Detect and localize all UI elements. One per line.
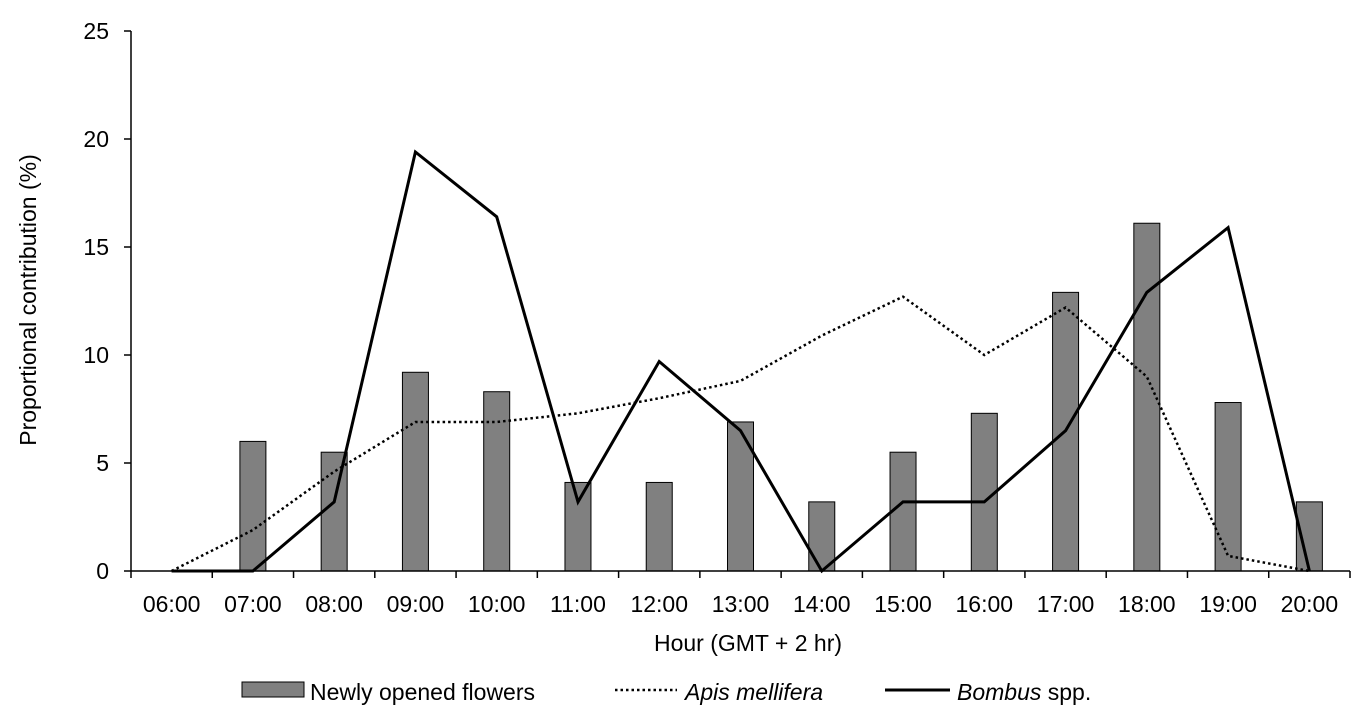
bar-0700 bbox=[239, 440, 267, 572]
x-tick-label-1800: 18:00 bbox=[1118, 591, 1176, 617]
y-tick-label-25: 25 bbox=[83, 18, 109, 44]
x-tick-label-1300: 13:00 bbox=[712, 591, 770, 617]
x-tick-label-0600: 06:00 bbox=[143, 591, 201, 617]
legend-label-bombus: Bombus spp. bbox=[957, 679, 1091, 705]
bar-1400 bbox=[808, 501, 836, 572]
bar-0800 bbox=[320, 451, 348, 572]
series-line-apis-mellifera bbox=[171, 295, 1310, 573]
x-axis-title: Hour (GMT + 2 hr) bbox=[654, 630, 842, 656]
x-tick-label-1000: 10:00 bbox=[468, 591, 526, 617]
y-tick-label-20: 20 bbox=[83, 126, 109, 152]
legend-swatch-bar bbox=[241, 681, 305, 698]
bar-1200 bbox=[645, 481, 673, 572]
bar-series bbox=[239, 222, 1323, 572]
x-tick-label-1600: 16:00 bbox=[956, 591, 1014, 617]
legend-label-apis: Apis mellifera bbox=[683, 679, 823, 705]
y-tick-label-0: 0 bbox=[96, 558, 109, 584]
bar-1100 bbox=[564, 481, 592, 572]
bar-0900 bbox=[401, 371, 429, 572]
x-tick-label-2000: 20:00 bbox=[1281, 591, 1339, 617]
x-tick-label-1500: 15:00 bbox=[874, 591, 932, 617]
x-tick-label-1700: 17:00 bbox=[1037, 591, 1095, 617]
bar-1800 bbox=[1133, 222, 1161, 572]
x-tick-label-0900: 09:00 bbox=[387, 591, 445, 617]
legend-label-bar: Newly opened flowers bbox=[310, 679, 535, 705]
x-tick-label-0700: 07:00 bbox=[224, 591, 282, 617]
line-series bbox=[171, 149, 1311, 574]
x-tick-label-1200: 12:00 bbox=[630, 591, 688, 617]
series-line-bombus-spp bbox=[171, 149, 1311, 574]
bar-1900 bbox=[1214, 402, 1242, 572]
legend-label-bombus-suffix: spp. bbox=[1041, 679, 1091, 705]
y-axis-title: Proportional contribution (%) bbox=[15, 154, 41, 445]
x-tick-label-1400: 14:00 bbox=[793, 591, 851, 617]
axes: 0 5 10 15 20 25 06:00 07:00 08:00 09:00 10:00 11:00… bbox=[83, 18, 1351, 617]
y-tick-label-5: 5 bbox=[96, 450, 109, 476]
bar-1000 bbox=[483, 391, 511, 572]
x-tick-label-1100: 11:00 bbox=[550, 591, 606, 617]
y-tick-label-15: 15 bbox=[83, 234, 109, 260]
y-tick-label-10: 10 bbox=[83, 342, 109, 368]
x-tick-label-0800: 08:00 bbox=[305, 591, 363, 617]
legend: Newly opened flowers Apis mellifera Bomb… bbox=[241, 679, 1091, 705]
bar-1500 bbox=[889, 451, 917, 572]
legend-label-bombus-genus: Bombus bbox=[957, 679, 1042, 705]
x-tick-label-1900: 19:00 bbox=[1199, 591, 1257, 617]
